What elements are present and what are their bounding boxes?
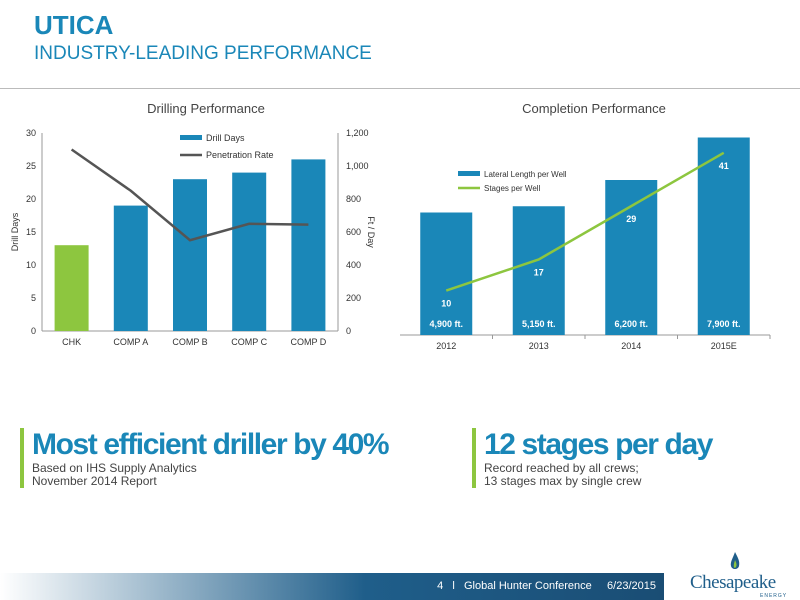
y2-tick-label: 200	[346, 293, 361, 303]
x-tick-label: CHK	[62, 337, 81, 347]
drilling-performance-chart: Drilling Performance 0 5 10 15 20 25 30 0 200 400 6…	[10, 101, 376, 347]
y-tick-label: 0	[31, 326, 36, 336]
bar-lateral-length	[420, 212, 473, 335]
footer-text: 4 l Global Hunter Conference 6/23/2015	[437, 580, 656, 592]
y2-axis-label: Ft / Day	[366, 216, 376, 248]
logo-energy: ENERGY	[760, 593, 788, 599]
legend-label-penetration-rate: Penetration Rate	[206, 150, 274, 160]
y2-tick-label: 1,200	[346, 128, 369, 138]
y2-tick-label: 800	[346, 194, 361, 204]
bar-data-label: 6,200 ft.	[614, 319, 648, 329]
y2-tick-label: 600	[346, 227, 361, 237]
bar-lateral-length	[605, 180, 658, 335]
y2-tick-label: 1,000	[346, 161, 369, 171]
footer-bar: 4 l Global Hunter Conference 6/23/2015	[0, 573, 664, 600]
y-tick-label: 20	[26, 194, 36, 204]
legend-label-drill-days: Drill Days	[206, 133, 245, 143]
y-axis-label: Drill Days	[10, 212, 20, 251]
x-tick-label: 2012	[436, 341, 456, 351]
x-tick-label: COMP A	[113, 337, 148, 347]
bar-drill-days	[291, 159, 326, 331]
logo-wordmark: Chesapeake	[690, 572, 776, 593]
line-data-label: 10	[441, 299, 451, 309]
y-tick-label: 5	[31, 293, 36, 303]
y-tick-label: 15	[26, 227, 36, 237]
line-penetration-rate	[70, 148, 309, 242]
line-data-label: 17	[534, 267, 544, 277]
chart-title: Completion Performance	[522, 101, 666, 116]
legend-swatch-lateral-length	[458, 171, 480, 176]
callout-subtext-line2: November 2014 Report	[32, 474, 157, 488]
x-tick-label: COMP D	[290, 337, 326, 347]
y2-tick-label: 0	[346, 326, 351, 336]
bar-data-label: 5,150 ft.	[522, 319, 556, 329]
bar-data-label: 7,900 ft.	[707, 319, 741, 329]
callout-heading: Most efficient driller by 40%	[32, 428, 390, 461]
line-stages-per-well	[445, 151, 725, 292]
callout-heading: 12 stages per day	[484, 428, 713, 461]
legend-label-stages-per-well: Stages per Well	[484, 184, 541, 193]
x-tick-label: COMP B	[172, 337, 207, 347]
y2-tick-label: 400	[346, 260, 361, 270]
legend-swatch-drill-days	[180, 135, 202, 140]
bar-drill-days	[232, 172, 267, 331]
chart-title: Drilling Performance	[147, 101, 265, 116]
bar-drill-days	[113, 205, 148, 331]
callout-stages-per-day: 12 stages per day Record reached by all …	[472, 428, 713, 488]
header-divider	[0, 88, 800, 89]
chesapeake-logo: Chesapeake ENERGY	[686, 550, 796, 600]
bar-lateral-length	[697, 137, 750, 335]
y-tick-label: 25	[26, 161, 36, 171]
callout-subtext-line1: Record reached by all crews;	[484, 461, 639, 475]
bar-drill-days	[173, 179, 207, 331]
y-tick-label: 30	[26, 128, 36, 138]
x-tick-label: 2015E	[711, 341, 737, 351]
x-tick-label: COMP C	[231, 337, 267, 347]
flame-icon	[730, 552, 740, 569]
bar-data-label: 4,900 ft.	[429, 319, 463, 329]
y-tick-label: 10	[26, 260, 36, 270]
x-tick-label: 2013	[529, 341, 549, 351]
callout-subtext-line1: Based on IHS Supply Analytics	[32, 461, 197, 475]
slide-title: UTICA	[34, 10, 114, 40]
line-data-label: 41	[719, 161, 729, 171]
line-data-label: 29	[626, 214, 636, 224]
completion-performance-chart: Completion Performance 4,900 ft. 2012 5,150…	[400, 101, 771, 351]
bar-lateral-length	[512, 206, 565, 335]
x-tick-label: 2014	[621, 341, 641, 351]
bar-drill-days	[54, 245, 89, 331]
slide-subtitle: INDUSTRY-LEADING PERFORMANCE	[34, 43, 372, 64]
callout-subtext-line2: 13 stages max by single crew	[484, 474, 642, 488]
callout-efficient-driller: Most efficient driller by 40% Based on I…	[20, 428, 390, 488]
legend-label-lateral-length: Lateral Length per Well	[484, 170, 567, 179]
